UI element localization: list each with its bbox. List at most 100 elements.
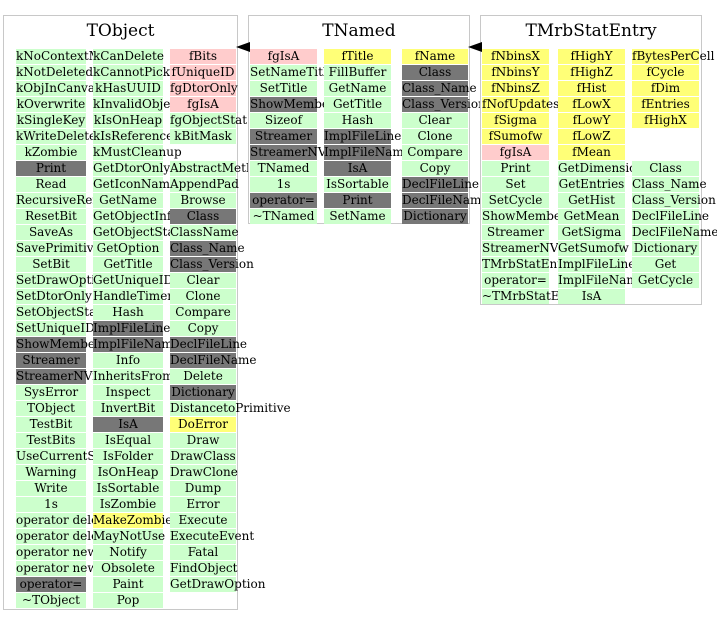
member-cell: Class_Version bbox=[170, 257, 254, 272]
member-cell: operator= bbox=[16, 577, 86, 592]
member-cell: GetTitle bbox=[93, 257, 163, 272]
member-cell: Inspect bbox=[93, 385, 163, 400]
member-cell: fUniqueID bbox=[170, 65, 236, 80]
member-cell: IsSortable bbox=[93, 481, 163, 496]
member-cell: GetEntries bbox=[558, 177, 625, 192]
member-cell: Copy bbox=[170, 321, 236, 336]
member-cell: ~TNamed bbox=[250, 209, 317, 224]
member-cell: SetNameTitle bbox=[250, 65, 334, 80]
class-title: TNamed bbox=[322, 21, 396, 41]
member-cell: GetSumofw bbox=[558, 241, 629, 256]
member-cell: FindObject bbox=[170, 561, 238, 576]
member-cell: TMrbStatEntry bbox=[482, 257, 575, 272]
member-cell: GetSigma bbox=[558, 225, 625, 240]
member-cell: Dump bbox=[170, 481, 236, 496]
member-cell: fHighX bbox=[632, 113, 699, 128]
member-cell: fLowY bbox=[558, 113, 625, 128]
member-cell: ImplFileName bbox=[324, 145, 411, 160]
member-cell: FillBuffer bbox=[324, 65, 391, 80]
member-cell: Warning bbox=[16, 465, 86, 480]
member-cell: fNbinsZ bbox=[482, 81, 549, 96]
member-cell: StreamerNVirtual bbox=[482, 241, 592, 256]
member-cell: fMean bbox=[558, 145, 625, 160]
member-cell: IsA bbox=[558, 289, 625, 304]
member-cell: ImplFileLine bbox=[558, 257, 636, 272]
member-cell: DrawClone bbox=[170, 465, 238, 480]
member-cell: Streamer bbox=[482, 225, 549, 240]
member-cell: fBytesPerCell bbox=[632, 49, 715, 64]
member-cell: Class_Name bbox=[632, 177, 707, 192]
member-cell: DeclFileLine bbox=[632, 209, 710, 224]
member-cell: DeclFileName bbox=[632, 225, 717, 240]
member-cell: operator new bbox=[16, 545, 98, 560]
member-cell: DeclFileLine bbox=[170, 337, 248, 352]
member-cell: GetTitle bbox=[324, 97, 391, 112]
member-cell: HandleTimer bbox=[93, 289, 174, 304]
member-cell: fBits bbox=[170, 49, 236, 64]
member-cell: GetName bbox=[324, 81, 391, 96]
member-cell: fHighZ bbox=[558, 65, 625, 80]
member-cell: kObjInCanvas bbox=[16, 81, 102, 96]
member-cell: MayNotUse bbox=[93, 529, 166, 544]
member-cell: Browse bbox=[170, 193, 236, 208]
member-cell: Error bbox=[170, 497, 236, 512]
member-cell: ShowMembers bbox=[250, 97, 341, 112]
member-cell: ExecuteEvent bbox=[170, 529, 255, 544]
member-cell: SetDrawOption bbox=[16, 273, 111, 288]
member-cell: kZombie bbox=[16, 145, 86, 160]
member-cell: Paint bbox=[93, 577, 163, 592]
member-cell: Class bbox=[632, 161, 699, 176]
member-cell: Compare bbox=[402, 145, 468, 160]
member-cell: UseCurrentStyle bbox=[16, 449, 119, 464]
member-cell: IsZombie bbox=[93, 497, 163, 512]
member-cell: Class_Name bbox=[170, 241, 245, 256]
member-cell: kInvalidObject bbox=[93, 97, 182, 112]
member-cell: Hash bbox=[324, 113, 391, 128]
member-cell: fgIsA bbox=[250, 49, 317, 64]
member-cell: kCanDelete bbox=[93, 49, 164, 64]
member-cell: Class bbox=[402, 65, 468, 80]
member-column: fTitle FillBuffer GetName GetTitle Hash ImplF… bbox=[324, 49, 411, 225]
member-cell: fSigma bbox=[482, 113, 549, 128]
member-cell: Dictionary bbox=[402, 209, 468, 224]
member-cell: Clone bbox=[402, 129, 468, 144]
member-cell: TestBits bbox=[16, 433, 86, 448]
member-cell: Draw bbox=[170, 433, 236, 448]
member-cell: Clear bbox=[170, 273, 236, 288]
member-cell: ShowMembers bbox=[16, 337, 107, 352]
inheritance-arrow-tmrbstatentry-to-tnamed bbox=[468, 42, 482, 52]
member-cell: GetMean bbox=[558, 209, 625, 224]
member-cell: Pop bbox=[93, 593, 163, 608]
member-cell: GetHist bbox=[558, 193, 625, 208]
member-cell: GetObjectStat bbox=[93, 225, 180, 240]
member-cell: DeclFileName bbox=[170, 353, 257, 368]
member-column: fNbinsX fNbinsY fNbinsZ fNofUpdates fSigma fS… bbox=[482, 49, 592, 305]
member-cell: Print bbox=[324, 193, 391, 208]
member-cell: Read bbox=[16, 177, 86, 192]
member-cell: fgDtorOnly bbox=[170, 81, 238, 96]
member-cell: Info bbox=[93, 353, 163, 368]
member-cell: Get bbox=[632, 257, 699, 272]
member-cell: RecursiveRemove bbox=[16, 193, 125, 208]
member-column: fBytesPerCell fCycle fDim fEntries fHighX Cla… bbox=[632, 49, 717, 289]
member-cell: fNofUpdates bbox=[482, 97, 560, 112]
member-cell: kHasUUID bbox=[93, 81, 163, 96]
member-cell: TestBit bbox=[16, 417, 86, 432]
member-cell: Class_Name bbox=[402, 81, 477, 96]
member-cell: Streamer bbox=[250, 129, 317, 144]
member-cell: fgIsA bbox=[170, 97, 236, 112]
member-cell: Print bbox=[482, 161, 549, 176]
member-cell: Class bbox=[170, 209, 236, 224]
member-cell: StreamerNVirtual bbox=[250, 145, 360, 160]
member-cell: kWriteDelete bbox=[16, 129, 97, 144]
member-column: kNoContextMenu kNotDeleted kObjInCanvas kOv… bbox=[16, 49, 125, 609]
member-cell: ImplFileLine bbox=[324, 129, 402, 144]
member-cell: Class_Version bbox=[402, 97, 486, 112]
inheritance-arrow-tnamed-to-tobject bbox=[236, 42, 250, 52]
member-cell: kIsOnHeap bbox=[93, 113, 163, 128]
member-cell: Clone bbox=[170, 289, 236, 304]
member-cell: ResetBit bbox=[16, 209, 86, 224]
member-cell: SetCycle bbox=[482, 193, 549, 208]
member-cell: InheritsFrom bbox=[93, 369, 174, 384]
member-cell-empty bbox=[632, 145, 699, 160]
